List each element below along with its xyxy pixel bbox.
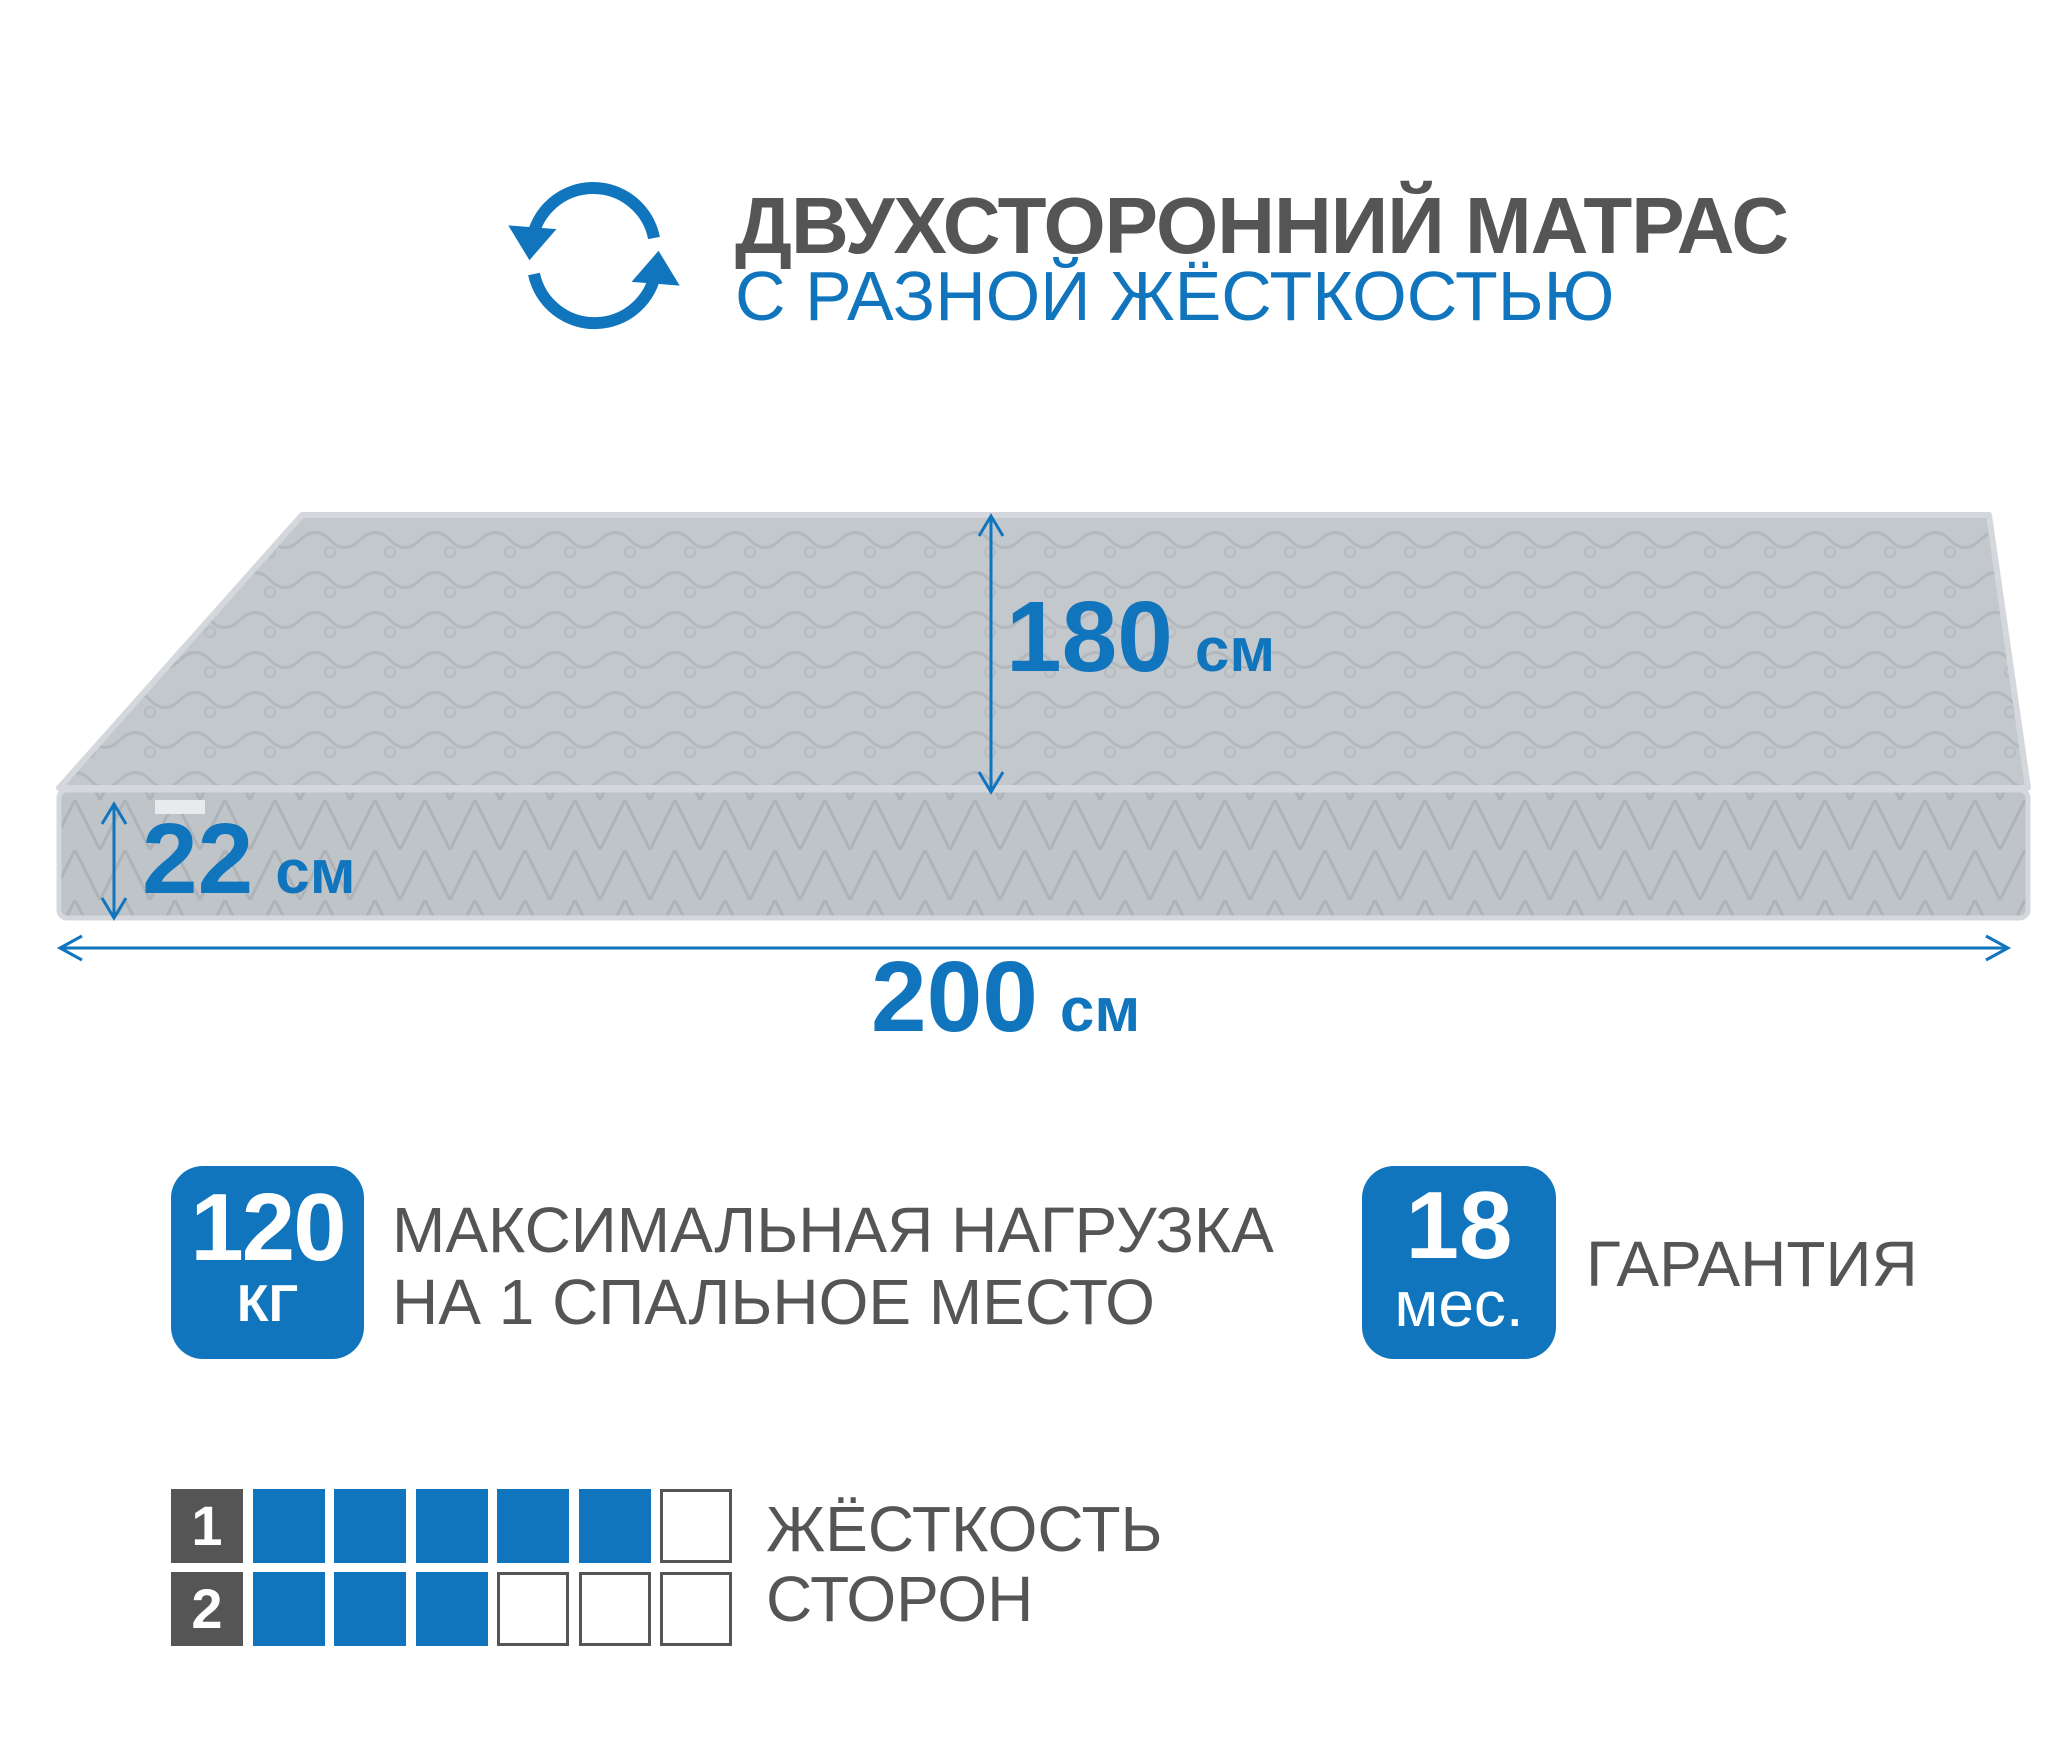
page-subtitle: С РАЗНОЙ ЖЁСТКОСТЬЮ — [735, 257, 1615, 335]
width-dimension: 180 см — [1006, 581, 1276, 693]
hardness-cell-filled — [578, 1489, 651, 1563]
load-badge: 120 КГ — [171, 1166, 364, 1359]
side-number: 1 — [171, 1489, 243, 1563]
hardness-cell-empty — [578, 1572, 651, 1646]
hardness-cell-filled — [252, 1572, 325, 1646]
page-title: ДВУХСТОРОННИЙ МАТРАС — [735, 181, 1789, 270]
hardness-row-side-2: 2 — [171, 1572, 732, 1646]
warranty-badge: 18 мес. — [1362, 1166, 1556, 1359]
refresh-icon — [508, 182, 680, 330]
warranty-label: ГАРАНТИЯ — [1586, 1228, 1918, 1300]
hardness-cell-filled — [334, 1489, 406, 1563]
hardness-cell-empty — [660, 1572, 732, 1646]
hardness-cell-filled — [252, 1489, 325, 1563]
hardness-cell-filled — [334, 1572, 406, 1646]
hardness-cell-empty — [660, 1489, 732, 1563]
hardness-label: ЖЁСТКОСТЬ СТОРОН — [766, 1493, 1163, 1635]
hardness-cell-filled — [415, 1572, 488, 1646]
height-dimension: 22 см — [142, 803, 356, 915]
hardness-cell-filled — [415, 1489, 488, 1563]
hardness-row-side-1: 1 — [171, 1489, 732, 1563]
mattress-image — [56, 512, 2031, 921]
load-description: МАКСИМАЛЬНАЯ НАГРУЗКА НА 1 СПАЛЬНОЕ МЕСТ… — [392, 1194, 1274, 1338]
dimension-arrows — [56, 513, 2012, 962]
side-number: 2 — [171, 1572, 243, 1646]
hardness-cell-filled — [497, 1489, 569, 1563]
hardness-cell-empty — [497, 1572, 569, 1646]
length-dimension: 200 см — [871, 941, 1141, 1053]
